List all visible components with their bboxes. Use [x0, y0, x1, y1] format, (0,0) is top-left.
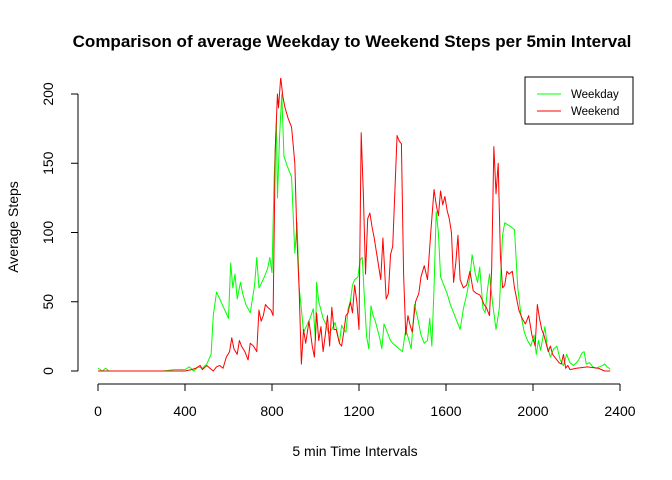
y-tick-label: 100 — [40, 221, 56, 245]
y-tick-label: 50 — [40, 294, 56, 310]
y-axis-label: Average Steps — [5, 181, 21, 273]
x-tick-label: 800 — [260, 403, 284, 419]
chart-title: Comparison of average Weekday to Weekend… — [73, 32, 632, 51]
y-tick-label: 150 — [40, 151, 56, 175]
x-axis-label: 5 min Time Intervals — [292, 443, 417, 459]
legend-weekend-label: Weekend — [571, 106, 619, 118]
x-tick-label: 2000 — [517, 403, 548, 419]
x-tick-label: 0 — [94, 403, 102, 419]
x-tick-label: 1600 — [430, 403, 461, 419]
y-axis: 0 50 100 150 200 — [40, 82, 79, 375]
legend: Weekday Weekend — [524, 76, 634, 125]
y-tick-label: 0 — [40, 367, 56, 375]
x-tick-label: 2400 — [604, 403, 635, 419]
series-line-weekday — [97, 93, 611, 372]
legend-weekday-label: Weekday — [571, 89, 619, 101]
y-tick-label: 200 — [40, 82, 56, 106]
x-tick-label: 400 — [173, 403, 197, 419]
plot-series — [97, 78, 611, 372]
series-line-weekend — [98, 78, 611, 372]
x-axis: 0 400 800 1200 1600 2000 2400 — [94, 383, 636, 419]
legend-box — [524, 76, 634, 125]
x-tick-label: 1200 — [343, 403, 374, 419]
